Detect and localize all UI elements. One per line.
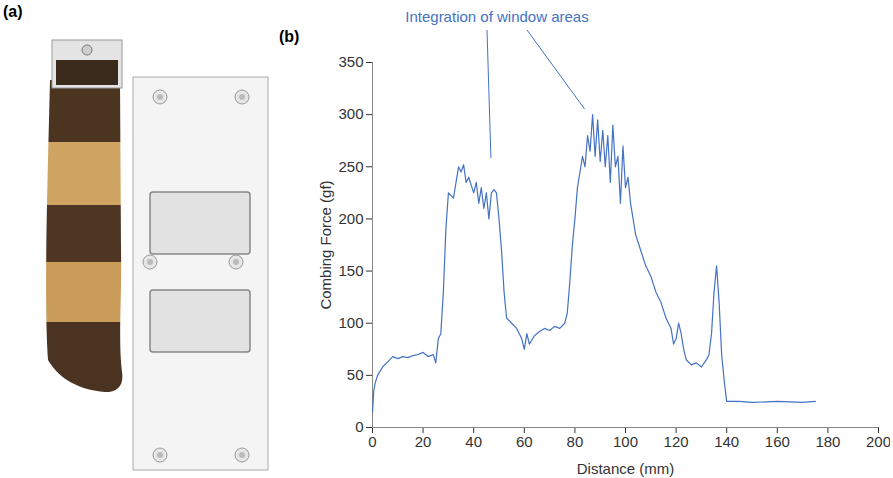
svg-text:300: 300 <box>338 105 363 122</box>
svg-text:60: 60 <box>516 433 533 450</box>
svg-text:50: 50 <box>347 366 364 383</box>
svg-text:120: 120 <box>664 433 689 450</box>
svg-text:Combing Force (gf): Combing Force (gf) <box>317 180 334 309</box>
svg-text:80: 80 <box>567 433 584 450</box>
svg-text:100: 100 <box>338 314 363 331</box>
svg-text:200: 200 <box>338 210 363 227</box>
svg-text:140: 140 <box>714 433 739 450</box>
svg-text:200: 200 <box>866 433 890 450</box>
svg-text:(a): (a) <box>3 3 23 20</box>
svg-text:0: 0 <box>355 418 363 435</box>
svg-text:Integration of window areas: Integration of window areas <box>405 8 588 25</box>
html-text:(b): (b) <box>279 28 300 45</box>
svg-text:150: 150 <box>338 262 363 279</box>
svg-text:250: 250 <box>338 158 363 175</box>
svg-text:160: 160 <box>765 433 790 450</box>
svg-text:20: 20 <box>415 433 432 450</box>
svg-text:0: 0 <box>368 433 376 450</box>
svg-text:Distance (mm): Distance (mm) <box>577 460 675 477</box>
svg-text:350: 350 <box>338 53 363 70</box>
svg-text:100: 100 <box>613 433 638 450</box>
svg-text:40: 40 <box>465 433 482 450</box>
svg-text:180: 180 <box>815 433 840 450</box>
